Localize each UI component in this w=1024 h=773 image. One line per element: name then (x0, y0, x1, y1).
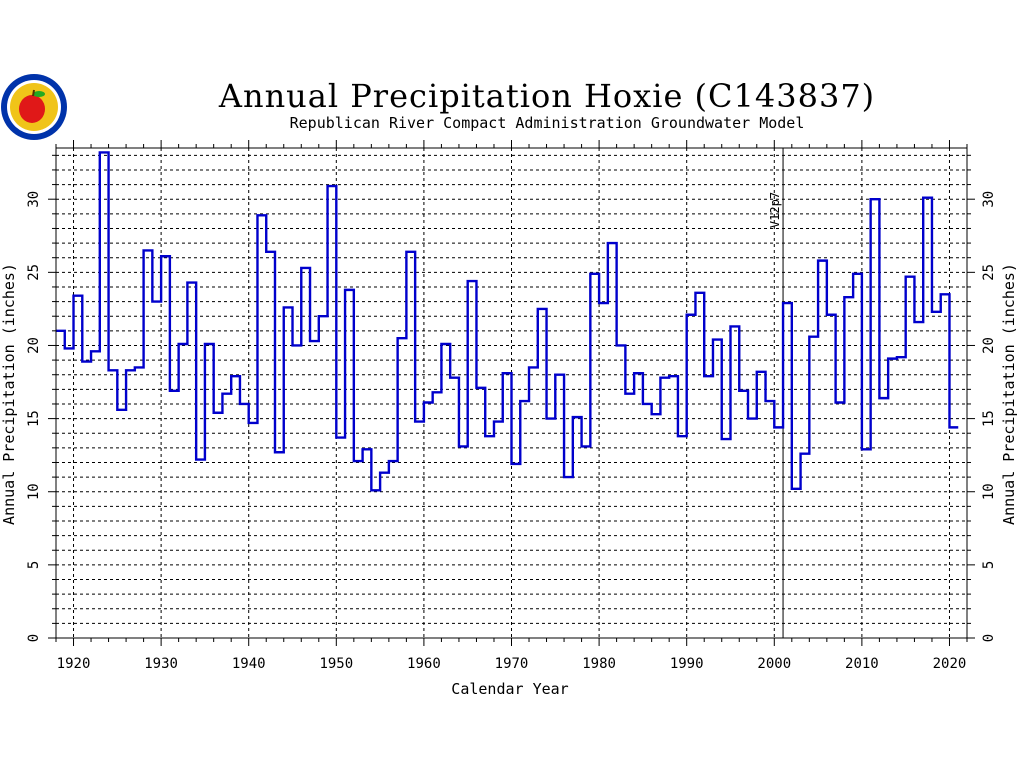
series-line (56, 151, 959, 492)
annotation-label: V12p7 (768, 192, 782, 228)
y-tick-label-left: 5 (26, 561, 42, 569)
tick-layer: 1920 1930 1940 1950 1960 1970 1980 1990 2000 2010… (26, 140, 997, 672)
chart-subtitle: Republican River Compact Administration … (290, 114, 805, 132)
apple-seal-icon (1, 74, 67, 140)
grid-layer (56, 148, 967, 638)
y-tick-label-left: 25 (26, 264, 42, 281)
x-tick-label: 1990 (670, 656, 704, 672)
y-tick-label-right: 15 (981, 410, 997, 427)
series-layer (56, 151, 959, 492)
y-tick-label-right: 25 (981, 264, 997, 281)
x-tick-label: 1920 (57, 656, 91, 672)
y-tick-label-left: 15 (26, 410, 42, 427)
x-tick-label: 1980 (582, 656, 616, 672)
y-tick-label-right: 30 (981, 191, 997, 208)
chart-title: Annual Precipitation Hoxie (C143837) (218, 77, 875, 115)
y-tick-label-left: 0 (26, 634, 42, 642)
x-tick-label: 1950 (319, 656, 353, 672)
x-tick-label: 1940 (232, 656, 266, 672)
x-tick-label: 1970 (495, 656, 529, 672)
x-tick-label: 2000 (757, 656, 791, 672)
y-tick-label-left: 10 (26, 483, 42, 500)
x-axis-label: Calendar Year (451, 680, 568, 698)
y-axis-label-left: Annual Precipitation (inches) (0, 263, 18, 525)
x-tick-label: 1960 (407, 656, 441, 672)
x-tick-label: 2020 (933, 656, 967, 672)
y-tick-label-left: 20 (26, 337, 42, 354)
y-tick-label-right: 0 (981, 634, 997, 642)
y-tick-label-right: 10 (981, 483, 997, 500)
x-tick-label: 2010 (845, 656, 879, 672)
x-tick-label: 1930 (144, 656, 178, 672)
y-tick-label-left: 30 (26, 191, 42, 208)
y-tick-label-right: 20 (981, 337, 997, 354)
y-tick-label-right: 5 (981, 561, 997, 569)
y-axis-label-right: Annual Precipitation (inches) (1000, 263, 1018, 525)
